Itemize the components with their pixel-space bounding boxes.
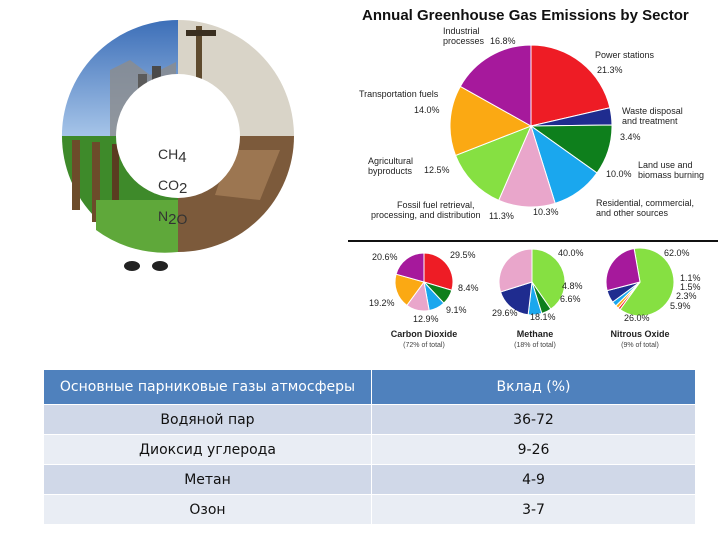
co2-pie-chart (394, 252, 454, 312)
label-power: Power stations (595, 50, 655, 60)
table-header-contribution: Вклад (%) (371, 369, 696, 405)
label-residential-line2: and other sources (596, 208, 669, 218)
methane-subtitle: (18% of total) (514, 342, 556, 349)
table-cell-gas: Метан (43, 464, 372, 495)
ch4-value-agricultural: 40.0% (558, 248, 584, 258)
label-transport: Transportation fuels (359, 89, 439, 99)
table-cell-contribution: 3-7 (371, 494, 696, 525)
n2o-value-industrial: 26.0% (624, 313, 650, 323)
table-row: Озон 3-7 (43, 494, 696, 525)
value-residential: 10.3% (533, 207, 559, 217)
gas-label-n2o: N2O (158, 208, 187, 228)
value-land: 10.0% (606, 169, 632, 179)
co2-value-transport: 19.2% (369, 298, 395, 308)
label-industrial: Industrial processes (443, 26, 485, 46)
table-cell-gas: Диоксид углерода (43, 434, 372, 465)
label-land-line2: biomass burning (638, 170, 704, 180)
n2o-slice-industrial (605, 247, 641, 292)
co2-value-industrial: 20.6% (372, 252, 398, 262)
co2-labels: 20.6% 29.5% 8.4% 19.2% 9.1% 12.9% Carbon… (369, 250, 479, 349)
methane-slice-agricultural (531, 248, 566, 310)
ch4-value-land: 4.8% (562, 281, 583, 291)
n2o-value-waste: 5.9% (670, 301, 691, 311)
table-cell-contribution: 9-26 (371, 434, 696, 465)
methane-pie-chart (498, 248, 566, 316)
table-cell-contribution: 36-72 (371, 404, 696, 435)
value-industrial: 16.8% (490, 36, 516, 46)
label-waste: Waste disposal and treatment (622, 106, 683, 126)
gas-label-ch4: CH4 (158, 146, 187, 166)
ch4-value-residential: 6.6% (560, 294, 581, 304)
label-fossil-line2: processing, and distribution (371, 210, 481, 220)
main-chart-title: Annual Greenhouse Gas Emissions by Secto… (362, 7, 689, 24)
co2-slice-power (423, 252, 454, 291)
table-row: Водяной пар 36-72 (43, 404, 696, 435)
value-transport: 14.0% (414, 105, 440, 115)
nitrous-oxide-labels: 62.0% 1.1% 1.5% 2.3% 5.9% 26.0% Nitrous … (610, 248, 700, 349)
n2o-value-transport: 1.5% (680, 282, 701, 292)
main-pie-slice-agricultural (454, 125, 532, 201)
nitrous-oxide-pie-chart (605, 247, 675, 317)
value-agricultural: 12.5% (424, 165, 450, 175)
nitrous-oxide-title: Nitrous Oxide (610, 329, 669, 339)
main-pie-chart (449, 44, 613, 208)
table-header-gas: Основные парниковые газы атмосферы (43, 369, 372, 405)
n2o-value-agricultural: 62.0% (664, 248, 690, 258)
label-waste-line1: Waste disposal (622, 106, 683, 116)
co2-value-power: 29.5% (450, 250, 476, 260)
methane-title: Methane (517, 329, 554, 339)
table-cell-gas: Озон (43, 494, 372, 525)
label-industrial-line2: processes (443, 36, 485, 46)
label-residential: Residential, commercial, and other source… (596, 198, 694, 218)
main-pie-slice-transport (449, 85, 533, 157)
table-cell-gas: Водяной пар (43, 404, 372, 435)
label-waste-line2: and treatment (622, 116, 678, 126)
label-industrial-line1: Industrial (443, 26, 480, 36)
n2o-value-residential: 2.3% (676, 291, 697, 301)
ch4-value-waste: 18.1% (530, 312, 556, 322)
greenhouse-photo-ring: CH4 CO2 N2O (61, 18, 338, 271)
table-cell-contribution: 4-9 (371, 464, 696, 495)
value-fossil: 11.3% (489, 211, 514, 221)
co2-slice-industrial (395, 252, 425, 283)
label-fossil: Fossil fuel retrieval, processing, and di… (371, 200, 481, 220)
label-residential-line1: Residential, commercial, (596, 198, 694, 208)
gas-label-co2: CO2 (158, 177, 187, 197)
ch4-value-fossil: 29.6% (492, 308, 518, 318)
co2-value-fossil: 12.9% (413, 314, 439, 324)
value-power: 21.3% (597, 65, 623, 75)
label-agricultural-line2: byproducts (368, 166, 413, 176)
label-agricultural: Agricultural byproducts (368, 156, 413, 176)
graphics-area: CH4 CO2 N2O Annual Greenhouse Gas Emissi… (61, 7, 718, 349)
main-pie-slice-power (530, 44, 611, 127)
value-waste: 3.4% (620, 132, 641, 142)
nitrous-oxide-subtitle: (9% of total) (621, 342, 659, 349)
main-pie-labels: Industrial processes 16.8% Power stations… (359, 26, 704, 221)
co2-value-residential: 9.1% (446, 305, 467, 315)
label-land: Land use and biomass burning (638, 160, 704, 180)
n2o-value-power: 1.1% (680, 273, 701, 283)
co2-subtitle: (72% of total) (403, 342, 445, 349)
co2-value-land: 8.4% (458, 283, 479, 293)
table-row: Диоксид углерода 9-26 (43, 434, 696, 465)
methane-slice-fossil (498, 248, 533, 293)
n2o-slice-agricultural (619, 247, 675, 317)
label-land-line1: Land use and (638, 160, 693, 170)
table-row: Метан 4-9 (43, 464, 696, 495)
co2-title: Carbon Dioxide (391, 329, 458, 339)
label-agricultural-line1: Agricultural (368, 156, 413, 166)
main-pie-slice-industrial (459, 44, 532, 127)
table-header-row: Основные парниковые газы атмосферы Вклад… (43, 369, 696, 405)
methane-labels: 40.0% 4.8% 6.6% 29.6% 18.1% Methane (18%… (492, 248, 584, 349)
label-fossil-line1: Fossil fuel retrieval, (397, 200, 475, 210)
greenhouse-gases-table: Основные парниковые газы атмосферы Вклад… (43, 369, 696, 525)
